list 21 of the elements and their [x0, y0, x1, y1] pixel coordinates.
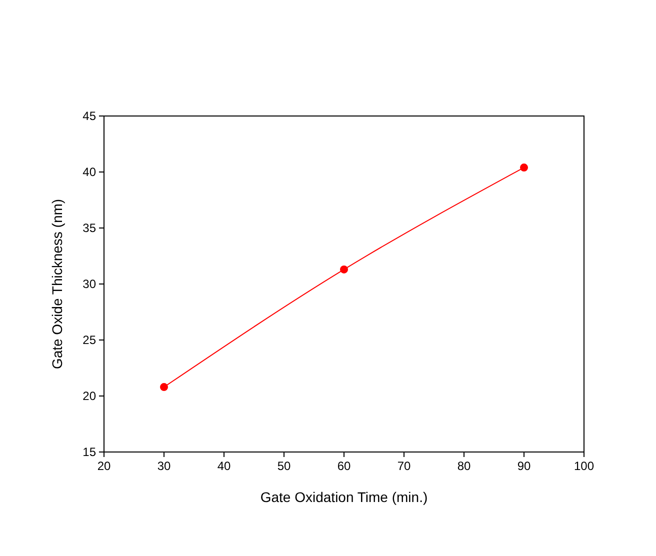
x-tick-label: 60 — [337, 459, 351, 473]
y-tick-label: 25 — [82, 333, 96, 347]
x-tick-label: 70 — [397, 459, 411, 473]
x-tick-label: 50 — [277, 459, 291, 473]
x-tick-label: 30 — [157, 459, 171, 473]
y-tick-label: 20 — [82, 389, 96, 403]
y-tick-label: 35 — [82, 221, 96, 235]
x-axis-title: Gate Oxidation Time (min.) — [260, 489, 428, 505]
x-tick-label: 20 — [97, 459, 111, 473]
point — [520, 164, 528, 172]
x-tick-label: 80 — [457, 459, 471, 473]
x-tick-label: 100 — [574, 459, 594, 473]
x-tick-label: 40 — [217, 459, 231, 473]
y-tick-label: 45 — [82, 109, 96, 123]
y-tick-label: 15 — [82, 445, 96, 459]
point — [160, 383, 168, 392]
y-axis-title: Gate Oxide Thickness (nm) — [49, 198, 65, 370]
point — [340, 265, 348, 274]
y-tick-label: 30 — [82, 277, 96, 291]
y-tick-label: 40 — [82, 165, 96, 179]
x-tick-label: 90 — [517, 459, 531, 473]
